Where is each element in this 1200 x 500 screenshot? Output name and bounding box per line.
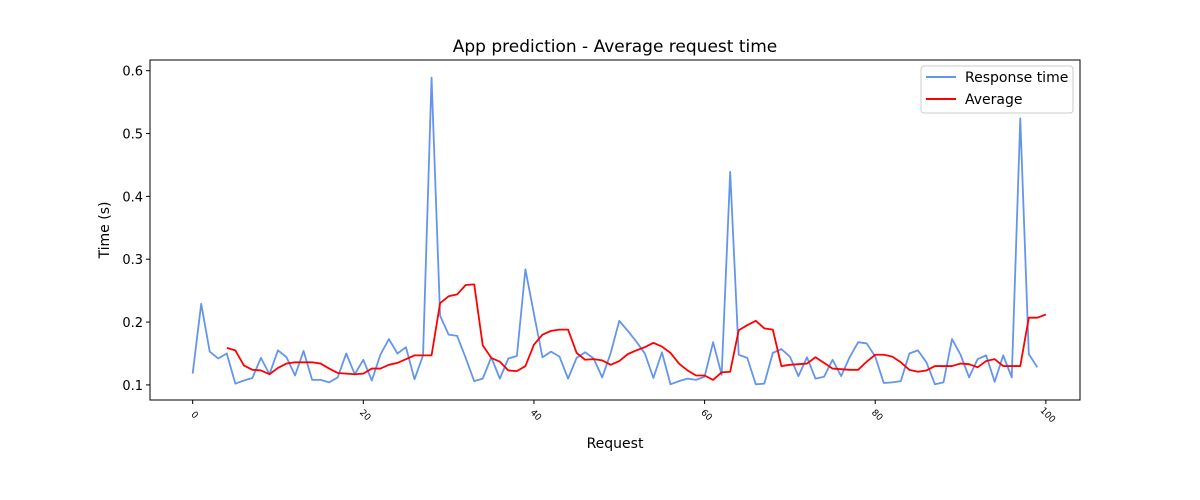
y-tick-label: 0.4: [122, 190, 143, 205]
y-tick-label: 0.2: [122, 316, 143, 331]
y-tick-label: 0.1: [122, 379, 143, 394]
y-tick-label: 0.3: [122, 253, 143, 268]
plot-frame: [149, 59, 1081, 401]
legend-label-average: Average: [965, 92, 1023, 108]
legend-label-response-time: Response time: [965, 70, 1068, 86]
legend: Response time Average: [920, 65, 1074, 114]
chart-title: App prediction - Average request time: [453, 37, 778, 57]
series-line-average: [226, 283, 1047, 381]
y-tick-label: 0.6: [122, 65, 143, 80]
series-lines: [191, 76, 1047, 386]
legend-box: [920, 65, 1074, 114]
series-line-response-time: [191, 76, 1039, 386]
y-tick-label: 0.5: [122, 128, 143, 143]
x-axis-label: Request: [587, 436, 644, 452]
y-axis-label: Time (s): [97, 202, 113, 260]
y-axis: 0.1 0.2 0.3 0.4 0.5 0.6: [122, 65, 150, 394]
x-tick-label: 0: [189, 410, 200, 421]
